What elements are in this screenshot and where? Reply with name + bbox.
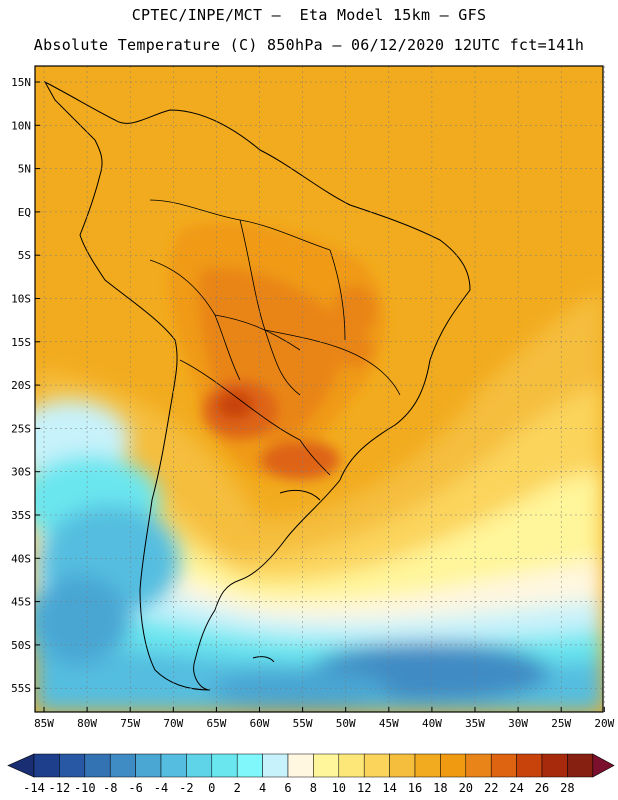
colorbar-label: -4 (154, 781, 168, 795)
latitude-label: 45S (11, 596, 31, 609)
longitude-labels: 85W 80W 75W 70W 65W 60W 55W 50W 45W 40W 35W 30W 25W 2… (34, 707, 615, 730)
colorbar-swatch (262, 753, 289, 778)
latitude-label: 10N (11, 119, 31, 132)
colorbar-label: 4 (259, 781, 266, 795)
colorbar-swatch (338, 753, 365, 778)
colorbar-label: -12 (49, 781, 71, 795)
longitude-label: 85W (34, 717, 54, 730)
map-title-line-2: Absolute Temperature (C) 850hPa – 06/12/… (33, 36, 585, 54)
longitude-label: 65W (206, 717, 226, 730)
colorbar-swatch (84, 753, 111, 778)
colorbar-label: -6 (128, 781, 142, 795)
latitude-label: 30S (11, 466, 31, 479)
latitude-label: 5N (18, 163, 31, 176)
colorbar-label: 10 (332, 781, 346, 795)
colorbar-label: 16 (408, 781, 422, 795)
coastline (43, 80, 471, 691)
latitude-label: 40S (11, 552, 31, 565)
country-borders (149, 199, 401, 476)
latitude-label: EQ (18, 206, 31, 219)
colorbar-label: 28 (560, 781, 574, 795)
latitude-label: 50S (11, 639, 31, 652)
colorbar-label: -2 (179, 781, 193, 795)
colorbar: -14 -12 -10 -8 -6 -4 -2 0 2 4 6 8 10 12 14 16 18 20 22 24 26… (7, 753, 615, 795)
map-title-line-1: CPTEC/INPE/MCT – Eta Model 15km – GFS (131, 6, 487, 24)
map-frame (34, 65, 604, 713)
colorbar-swatch (186, 753, 213, 778)
colorbar-swatch (236, 753, 263, 778)
latitude-label: 10S (11, 293, 31, 306)
colorbar-swatch (287, 753, 314, 778)
colorbar-arrow-right (592, 753, 615, 778)
colorbar-swatch (440, 753, 467, 778)
colorbar-label: 8 (310, 781, 317, 795)
temperature-map: 15N 10N 5N EQ 5S 10S 15S 20S 25S 30S 35S 40S 45S 50S 5… (11, 65, 615, 730)
colorbar-swatch (541, 753, 568, 778)
colorbar-swatch (567, 753, 594, 778)
longitude-label: 80W (77, 717, 97, 730)
colorbar-swatch (465, 753, 492, 778)
colorbar-label: 14 (382, 781, 396, 795)
colorbar-label: 0 (208, 781, 215, 795)
latitude-label: 5S (18, 249, 31, 262)
temperature-field (35, 66, 603, 712)
colorbar-label: 6 (284, 781, 291, 795)
colorbar-swatch (33, 753, 60, 778)
longitude-label: 25W (551, 717, 571, 730)
colorbar-swatch (389, 753, 416, 778)
colorbar-swatch (313, 753, 340, 778)
colorbar-label: 26 (535, 781, 549, 795)
colorbar-swatch (516, 753, 543, 778)
colorbar-label: 12 (357, 781, 371, 795)
latitude-label: 20S (11, 379, 31, 392)
longitude-label: 40W (422, 717, 442, 730)
colorbar-swatch (109, 753, 136, 778)
longitude-label: 70W (163, 717, 183, 730)
longitude-label: 60W (250, 717, 270, 730)
colorbar-arrow-left (7, 753, 35, 778)
colorbar-label: 22 (484, 781, 498, 795)
colorbar-label: -14 (23, 781, 45, 795)
latitude-label: 35S (11, 509, 31, 522)
latitude-labels: 15N 10N 5N EQ 5S 10S 15S 20S 25S 30S 35S 40S 45S 50S 5… (11, 76, 40, 695)
colorbar-swatch (363, 753, 390, 778)
colorbar-label: 18 (433, 781, 447, 795)
colorbar-swatch (211, 753, 238, 778)
longitude-label: 50W (336, 717, 356, 730)
latitude-label: 15N (11, 76, 31, 89)
longitude-label: 45W (379, 717, 399, 730)
longitude-label: 20W (594, 717, 614, 730)
colorbar-swatch (59, 753, 86, 778)
colorbar-swatch (414, 753, 441, 778)
latitude-label: 15S (11, 336, 31, 349)
colorbar-label: 2 (234, 781, 241, 795)
colorbar-label: 24 (509, 781, 523, 795)
colorbar-label: -8 (103, 781, 117, 795)
longitude-label: 55W (293, 717, 313, 730)
longitude-label: 35W (465, 717, 485, 730)
colorbar-label: -10 (74, 781, 96, 795)
colorbar-swatch (160, 753, 187, 778)
longitude-label: 75W (120, 717, 140, 730)
colorbar-swatch (135, 753, 162, 778)
colorbar-swatch (490, 753, 517, 778)
longitude-label: 30W (508, 717, 528, 730)
latitude-label: 25S (11, 422, 31, 435)
colorbar-label: 20 (459, 781, 473, 795)
latitude-label: 55S (11, 682, 31, 695)
